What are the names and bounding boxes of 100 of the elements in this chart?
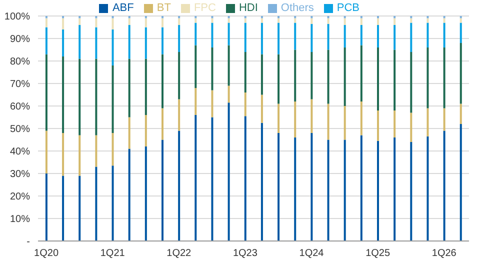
bar [460,124,462,241]
bar [144,115,147,146]
bar [144,146,147,241]
legend-label: HDI [238,2,258,14]
bar [95,27,98,59]
bar [211,22,214,48]
bar [228,102,230,241]
bar [260,122,263,241]
bar [410,22,412,52]
y-tick-label: 40% [10,146,30,158]
bar [194,45,197,88]
bar [244,116,246,241]
x-tick-label: 1Q24 [299,248,324,260]
bar [278,104,280,133]
legend-label: PCB [336,2,360,14]
bar [327,104,330,140]
bar [426,136,429,241]
bar [394,50,396,110]
bar [112,30,114,66]
bar [128,117,130,149]
y-tick-label: 90% [10,34,30,46]
bar [410,112,412,142]
bar [194,115,197,241]
bar [95,58,98,136]
y-tick-label: 60% [10,102,30,113]
y-tick-label: 10% [10,214,30,226]
bar [327,18,330,24]
bar [78,176,81,241]
bar [294,102,296,138]
bar [95,135,98,167]
bar [344,18,346,25]
bar [144,27,147,59]
bar [443,22,446,48]
bar [294,50,296,102]
bar [394,110,396,138]
bar [95,18,98,28]
bar [294,22,296,50]
bar [62,30,64,56]
bar [426,22,429,48]
bar [162,27,164,54]
x-tick-label: 1Q23 [232,248,258,260]
bar [128,58,130,118]
bar [162,54,164,108]
bar [45,18,48,28]
bar [178,25,180,52]
bar [278,133,280,241]
bar [394,25,396,50]
bar [394,18,396,25]
bar [344,25,346,48]
bar [426,18,429,23]
bar [377,25,379,48]
bar [112,18,114,30]
bar [244,52,246,92]
bar [162,18,164,28]
bar [294,18,296,23]
bar [344,106,346,140]
bar [394,138,396,241]
bar [78,18,81,25]
y-tick-label: 50% [10,124,30,136]
x-tick-label: 1Q21 [100,248,126,260]
bar [426,108,429,136]
bar [62,56,64,133]
bar [228,45,230,86]
bar [278,18,280,23]
bar [310,24,313,52]
bar [426,48,429,108]
legend-label: ABF [112,2,134,14]
y-tick-label: 20% [10,192,30,203]
bar [294,138,296,241]
legend-label: FPC [194,2,216,14]
bar [360,45,362,102]
bar [178,99,180,131]
bar [95,166,98,241]
bar [162,108,164,140]
bar [112,166,114,241]
bar [194,88,197,115]
x-tick-label: 1Q25 [366,248,390,260]
bar [377,110,379,141]
bar [410,142,412,241]
bar [178,18,180,25]
bar [78,58,81,136]
bar [45,27,48,54]
bar [211,18,214,23]
bar [360,25,362,46]
bar [45,54,48,131]
bar [112,133,114,166]
bar [78,135,81,176]
bar [443,130,446,241]
bar [460,43,462,104]
bar [460,104,462,124]
bar [228,22,230,46]
bar [178,52,180,100]
bar [194,18,197,23]
bar [244,22,246,52]
bar [310,18,313,24]
y-tick-label: 100% [4,12,30,23]
bar [377,48,379,110]
bar [360,18,362,25]
bar [128,18,130,25]
bar [377,18,379,25]
